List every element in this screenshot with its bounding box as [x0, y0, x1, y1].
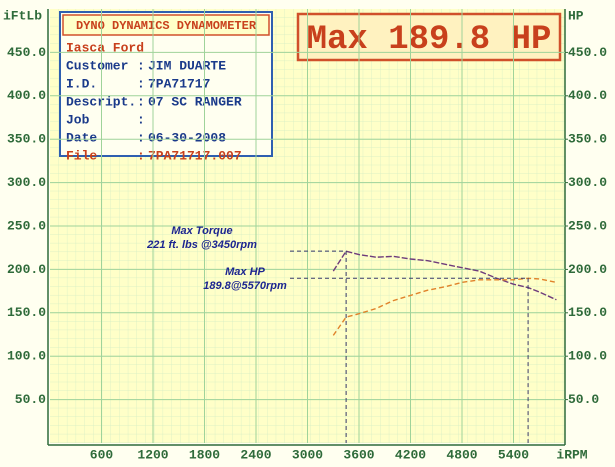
- annotation: Max Torque: [171, 225, 232, 237]
- x-tick-label: 4800: [446, 447, 477, 462]
- x-axis-label: iRPM: [556, 447, 587, 462]
- y-tick-label: 100.0: [7, 349, 46, 364]
- info-label: Job: [66, 112, 90, 127]
- y-tick-label: 400.0: [7, 88, 46, 103]
- x-tick-label: 1200: [137, 447, 168, 462]
- series-line: [332, 277, 557, 336]
- info-value: 7PA71717.007: [148, 148, 242, 163]
- info-label: Date: [66, 130, 97, 145]
- info-title: DYNO DYNAMICS DYNAMOMETER: [76, 19, 257, 33]
- y2-tick-label: 100.0: [568, 349, 607, 364]
- info-value: JIM DUARTE: [148, 58, 226, 73]
- series-line: [332, 250, 557, 301]
- y-tick-label: 250.0: [7, 218, 46, 233]
- y2-axis-label: HP: [568, 8, 584, 23]
- y-tick-label: 200.0: [7, 262, 46, 277]
- y-tick-label: 150.0: [7, 305, 46, 320]
- y-tick-label: 300.0: [7, 175, 46, 190]
- info-label: File: [66, 148, 97, 163]
- peak-leader: [290, 250, 347, 443]
- info-frame: [59, 11, 273, 157]
- y-tick-label: 50.0: [15, 392, 46, 407]
- info-sep: :: [137, 94, 145, 109]
- y2-tick-label: 400.0: [568, 88, 607, 103]
- annotation: 221 ft. lbs @3450rpm: [146, 239, 257, 251]
- x-tick-label: 3600: [343, 447, 374, 462]
- x-tick-label: 4200: [395, 447, 426, 462]
- info-sep: :: [137, 58, 145, 73]
- y-axis-label: iFtLb: [3, 8, 42, 23]
- x-tick-label: 2400: [240, 447, 271, 462]
- annotation: 189.8@5570rpm: [203, 280, 287, 292]
- y-tick-label: 450.0: [7, 45, 46, 60]
- x-tick-label: 3000: [292, 447, 323, 462]
- y2-tick-label: 300.0: [568, 175, 607, 190]
- annotation: Max HP: [225, 266, 265, 278]
- peak-leader: [290, 277, 529, 443]
- max-hp-banner: Max 189.8 HP: [307, 21, 552, 59]
- info-value: 7PA71717: [148, 76, 210, 91]
- info-value: 06-30-2008: [148, 130, 226, 145]
- x-tick-label: 5400: [498, 447, 529, 462]
- info-sep: :: [137, 148, 145, 163]
- y2-tick-label: 350.0: [568, 132, 607, 147]
- shop-name: Iasca Ford: [66, 40, 144, 55]
- y2-tick-label: 200.0: [568, 262, 607, 277]
- info-sep: :: [137, 76, 145, 91]
- y2-tick-label: 450.0: [568, 45, 607, 60]
- info-label: Customer: [66, 58, 128, 73]
- y-tick-label: 350.0: [7, 132, 46, 147]
- info-label: I.D.: [66, 76, 97, 91]
- info-sep: :: [137, 112, 145, 127]
- info-box: DYNO DYNAMICS DYNAMOMETER Iasca Ford: [59, 11, 273, 157]
- y2-tick-label: 50.0: [568, 392, 599, 407]
- x-tick-label: 1800: [189, 447, 220, 462]
- info-value: 07 SC RANGER: [148, 94, 242, 109]
- info-title-frame: [62, 14, 270, 36]
- y2-tick-label: 150.0: [568, 305, 607, 320]
- x-tick-label: 600: [90, 447, 114, 462]
- info-sep: :: [137, 130, 145, 145]
- y2-tick-label: 250.0: [568, 218, 607, 233]
